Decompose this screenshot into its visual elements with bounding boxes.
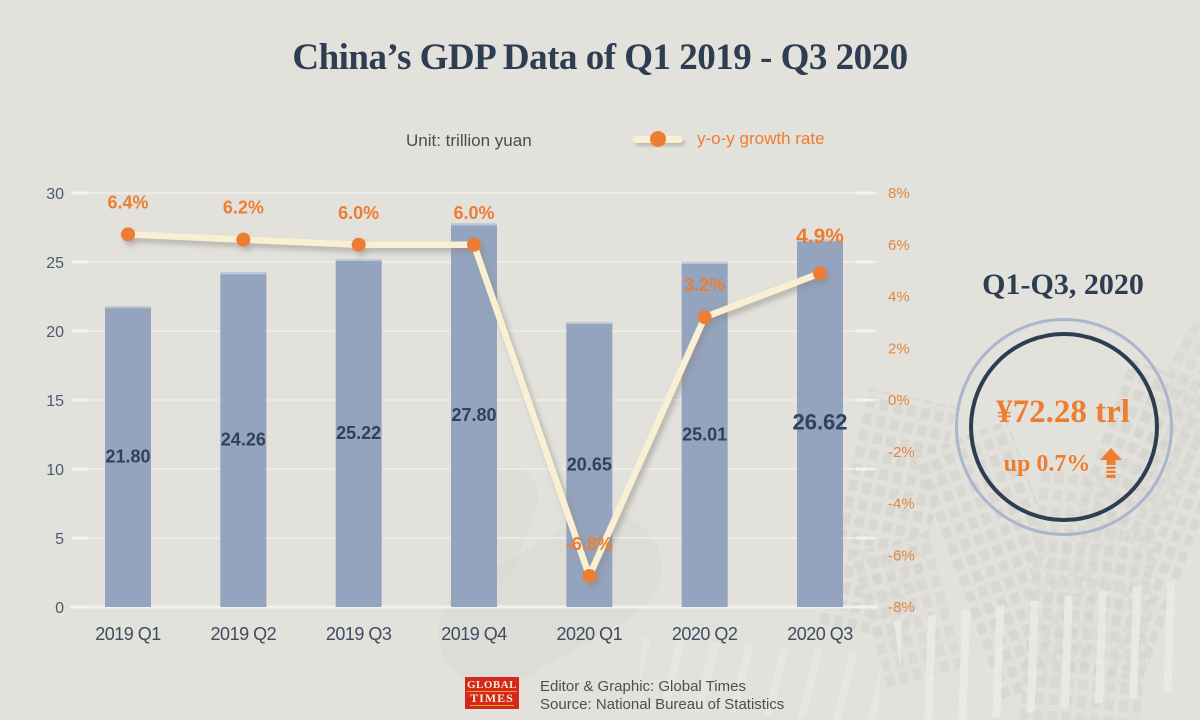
legend: y-o-y growth rate <box>633 129 825 149</box>
x-axis-label-2019-q3: 2019 Q3 <box>326 624 392 644</box>
growth-dot-2019-q2 <box>236 232 251 247</box>
x-axis-label-2020-q1: 2020 Q1 <box>557 624 623 644</box>
legend-line-swatch <box>633 131 683 147</box>
logo-text-global: GLOBAL <box>466 679 518 692</box>
right-axis-tick-8-: 8% <box>888 185 910 202</box>
bar-label-2020-q2: 25.01 <box>682 424 727 444</box>
x-axis-label-2020-q3: 2020 Q3 <box>787 624 853 644</box>
growth-dot-2020-q2 <box>697 310 712 325</box>
highlight-value: ¥72.28 trl <box>996 394 1130 430</box>
bar-label-2020-q3: 26.62 <box>792 409 847 434</box>
right-axis-tick--6-: -6% <box>888 547 915 564</box>
bar-label-2019-q4: 27.80 <box>451 405 496 425</box>
growth-dot-2019-q3 <box>351 237 366 252</box>
bar-2020-q3 <box>797 239 843 608</box>
growth-label-2019-q2: 6.2% <box>223 198 264 218</box>
bar-2019-q3 <box>335 258 382 607</box>
right-axis-tick-2-: 2% <box>888 340 910 357</box>
left-axis-tick-15: 15 <box>46 393 64 410</box>
global-times-logo: GLOBAL TIMES <box>465 677 519 709</box>
right-axis-tick--4-: -4% <box>888 496 915 513</box>
bar-2019-q2 <box>220 272 267 607</box>
source-credit: Source: National Bureau of Statistics <box>540 696 785 713</box>
growth-label-2019-q3: 6.0% <box>338 203 379 223</box>
growth-label-2020-q3: 4.9% <box>796 225 844 248</box>
left-axis-tick-30: 30 <box>46 186 64 203</box>
bar-label-2019-q3: 25.22 <box>336 423 381 443</box>
left-axis-tick-25: 25 <box>46 255 64 272</box>
right-axis-tick-0-: 0% <box>888 392 910 409</box>
legend-label: y-o-y growth rate <box>697 129 825 148</box>
highlight-period: Q1-Q3, 2020 <box>982 268 1144 301</box>
up-arrow-icon <box>1100 448 1123 478</box>
x-axis-label-2019-q1: 2019 Q1 <box>95 624 161 644</box>
editor-credit: Editor & Graphic: Global Times <box>540 678 746 695</box>
growth-label-2020-q2: 3.2% <box>684 275 725 295</box>
chart-title: China’s GDP Data of Q1 2019 - Q3 2020 <box>292 37 908 78</box>
right-axis-tick--8-: -8% <box>888 599 915 616</box>
bar-2020-q1 <box>566 322 613 607</box>
growth-dot-2020-q3 <box>813 266 827 281</box>
bar-label-2020-q1: 20.65 <box>567 455 612 475</box>
highlight-change: up 0.7% <box>943 448 1183 480</box>
x-axis-label-2019-q4: 2019 Q4 <box>441 624 507 644</box>
growth-label-2019-q4: 6.0% <box>453 203 494 223</box>
growth-dot-2020-q1 <box>582 568 597 583</box>
growth-label-2019-q1: 6.4% <box>107 192 148 212</box>
left-axis-tick-5: 5 <box>55 531 64 548</box>
legend-dot-icon <box>650 131 666 147</box>
highlight-inner-ring <box>969 332 1159 522</box>
left-axis-tick-10: 10 <box>46 462 64 479</box>
left-axis-tick-20: 20 <box>46 324 64 341</box>
bar-label-2019-q2: 24.26 <box>221 430 266 450</box>
x-axis-label-2020-q2: 2020 Q2 <box>672 624 738 644</box>
growth-label-2020-q1: -6.8% <box>566 534 613 554</box>
logo-text-times: TIMES <box>470 691 514 706</box>
highlight-change-text: up 0.7% <box>1003 450 1091 477</box>
highlight-outer-ring <box>955 318 1173 536</box>
bar-label-2019-q1: 21.80 <box>105 447 150 467</box>
right-axis-tick-4-: 4% <box>888 289 910 306</box>
bar-2019-q1 <box>105 306 151 607</box>
right-axis-tick-6-: 6% <box>888 237 910 254</box>
growth-dot-2019-q1 <box>121 227 135 242</box>
left-axis-tick-0: 0 <box>55 600 64 617</box>
unit-label: Unit: trillion yuan <box>406 131 532 150</box>
x-axis-label-2019-q2: 2019 Q2 <box>211 624 277 644</box>
growth-dot-2019-q4 <box>467 237 481 252</box>
right-axis-tick--2-: -2% <box>888 444 915 461</box>
